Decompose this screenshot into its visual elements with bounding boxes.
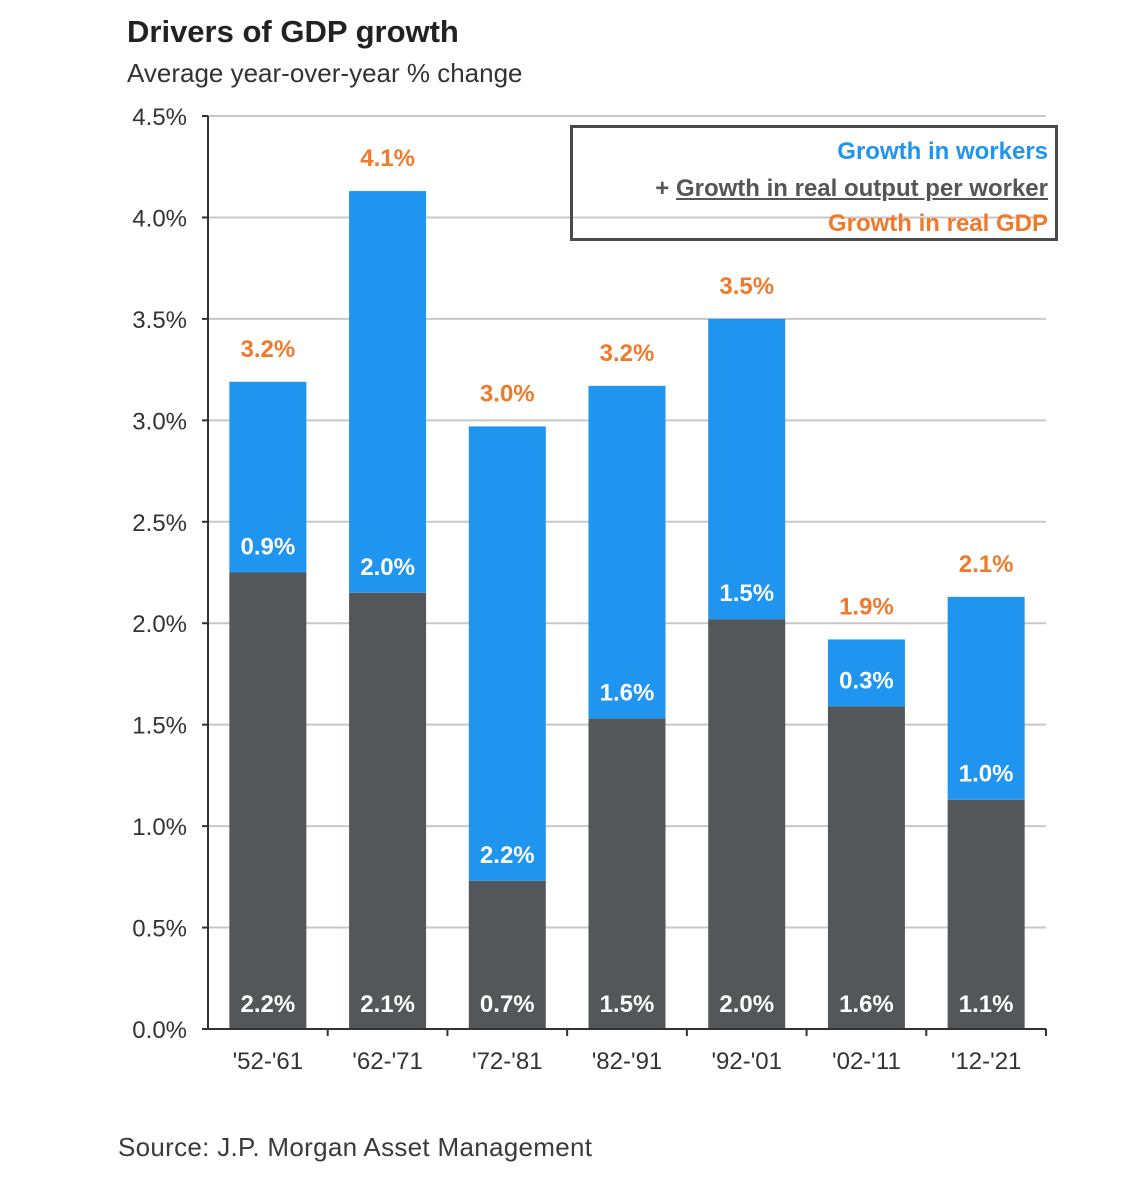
label-workers: 2.0%: [360, 554, 415, 581]
source-note: Source: J.P. Morgan Asset Management: [118, 1132, 593, 1162]
label-total-gdp: 1.9%: [839, 593, 894, 620]
y-tick-label: 1.0%: [132, 814, 187, 841]
label-output-per-worker: 1.5%: [600, 991, 655, 1018]
label-total-gdp: 3.2%: [600, 340, 655, 367]
axes: 0.0% 0.5% 1.0% 1.5% 2.0% 2.5% 3.0% 3.5% 4.0% 4.5%…: [132, 104, 1047, 1075]
legend-output-label: Growth in real output per worker: [675, 175, 1048, 202]
bar-workers: [588, 385, 666, 719]
label-workers: 2.2%: [480, 842, 535, 869]
bar-workers: [468, 426, 546, 881]
legend-gdp: Growth in real GDP: [827, 210, 1048, 237]
legend: Growth in workers + Growth in real outpu…: [570, 125, 1058, 241]
legend-workers: Growth in workers: [837, 138, 1048, 165]
label-output-per-worker: 2.2%: [241, 991, 296, 1018]
label-output-per-worker: 2.0%: [719, 991, 774, 1018]
y-tick-label: 1.5%: [132, 713, 187, 740]
bar-workers: [947, 596, 1025, 800]
label-workers: 1.0%: [959, 761, 1014, 788]
label-total-gdp: 4.1%: [360, 145, 415, 172]
label-output-per-worker: 0.7%: [480, 991, 535, 1018]
bar-output-per-worker: [349, 592, 427, 1029]
legend-output-per-worker: + Growth in real output per worker: [655, 175, 1048, 203]
bar-workers: [229, 381, 307, 573]
y-tick-label: 4.0%: [132, 205, 187, 232]
label-total-gdp: 3.0%: [480, 380, 535, 407]
y-tick-label: 2.0%: [132, 611, 187, 638]
label-output-per-worker: 2.1%: [360, 991, 415, 1018]
label-total-gdp: 3.2%: [241, 336, 296, 363]
label-workers: 0.3%: [839, 667, 894, 694]
y-tick-label: 2.5%: [132, 510, 187, 537]
y-tick-label: 0.5%: [132, 916, 187, 943]
y-tick-label: 3.5%: [132, 307, 187, 334]
y-tick-label: 4.5%: [132, 104, 187, 131]
x-tick-label: '72-'81: [472, 1048, 543, 1075]
label-total-gdp: 2.1%: [959, 551, 1014, 578]
bar-chart: 0.0% 0.5% 1.0% 1.5% 2.0% 2.5% 3.0% 3.5% 4.0% 4.5%…: [132, 104, 1047, 1075]
x-tick-label: '92-'01: [711, 1048, 782, 1075]
bar-output-per-worker: [708, 619, 786, 1029]
chart-title: Drivers of GDP growth: [127, 14, 459, 49]
label-output-per-worker: 1.1%: [959, 991, 1014, 1018]
y-tick-label: 0.0%: [132, 1017, 187, 1044]
bar-output-per-worker: [468, 880, 546, 1029]
bar-output-per-worker: [947, 799, 1025, 1029]
legend-plus: +: [655, 175, 676, 202]
bar-workers: [827, 639, 905, 707]
bars: [229, 191, 1025, 1029]
data-labels: 2.2% 0.9% 3.2% 2.1% 2.0% 4.1% 0.7% 2.2% 3.0% 1.5%…: [241, 145, 1014, 1018]
bar-output-per-worker: [229, 572, 307, 1029]
x-tick-label: '12-'21: [951, 1048, 1022, 1075]
x-tick-label: '62-'71: [352, 1048, 423, 1075]
x-tick-label: '02-'11: [832, 1048, 901, 1075]
x-tick-label: '82-'91: [592, 1048, 663, 1075]
label-workers: 1.5%: [719, 580, 774, 607]
bar-output-per-worker: [588, 718, 666, 1029]
label-workers: 1.6%: [600, 680, 655, 707]
y-tick-label: 3.0%: [132, 408, 187, 435]
label-output-per-worker: 1.6%: [839, 991, 894, 1018]
label-total-gdp: 3.5%: [719, 273, 774, 300]
chart-subtitle: Average year-over-year % change: [127, 58, 523, 88]
bar-output-per-worker: [827, 706, 905, 1029]
bar-workers: [708, 318, 786, 620]
label-workers: 0.9%: [241, 534, 296, 561]
x-tick-label: '52-'61: [233, 1048, 304, 1075]
bar-workers: [349, 191, 427, 593]
